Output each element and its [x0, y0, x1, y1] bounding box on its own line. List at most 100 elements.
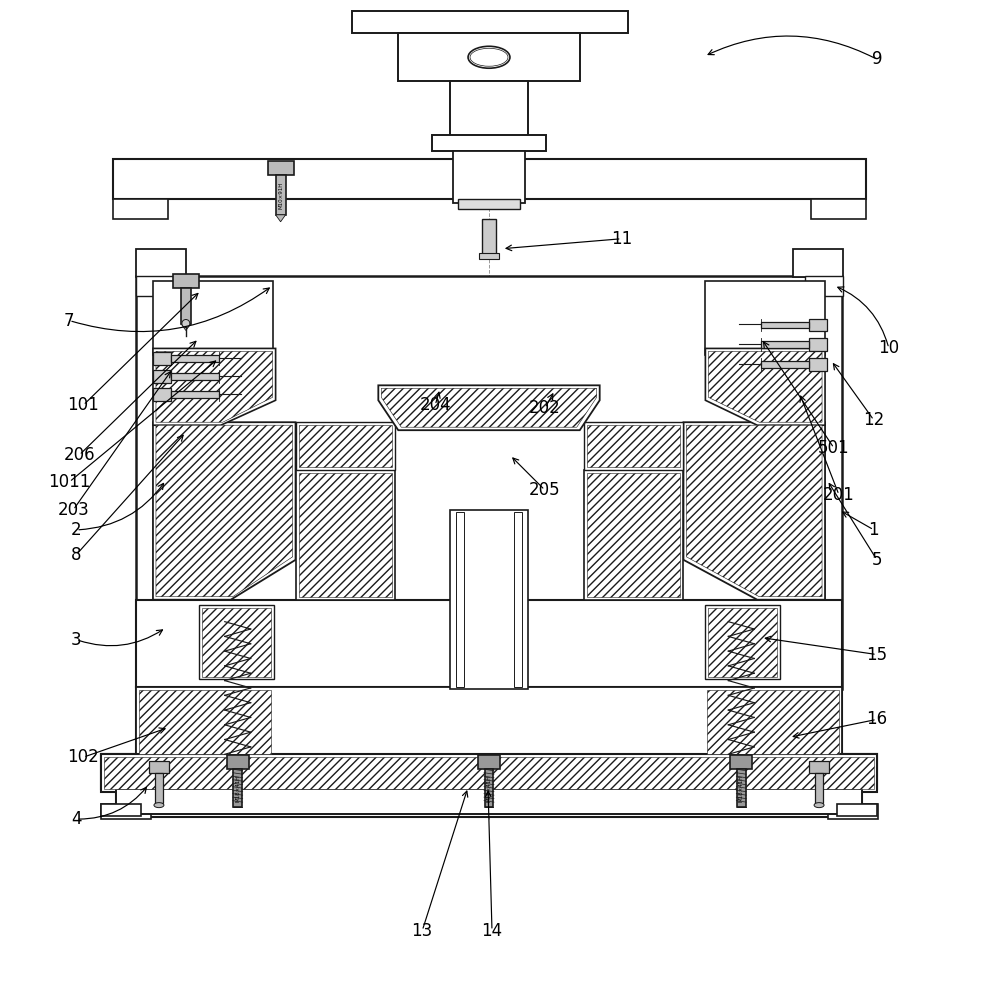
Text: 11: 11 — [611, 230, 632, 248]
Bar — [171, 391, 219, 398]
Ellipse shape — [814, 803, 824, 808]
Polygon shape — [687, 425, 822, 597]
Bar — [227, 755, 249, 769]
Bar — [450, 510, 528, 689]
Bar — [482, 219, 496, 255]
Polygon shape — [156, 425, 292, 597]
Bar — [113, 159, 866, 199]
Text: 9: 9 — [872, 50, 882, 68]
Bar — [181, 288, 191, 324]
Text: 14: 14 — [482, 922, 502, 940]
Text: M18×41H: M18×41H — [739, 774, 744, 802]
Bar — [116, 789, 862, 814]
Bar — [295, 470, 395, 600]
Bar — [199, 605, 274, 679]
Bar — [136, 600, 842, 687]
Text: 101: 101 — [68, 396, 99, 414]
Bar — [485, 769, 493, 807]
Text: 2: 2 — [71, 521, 81, 539]
Bar — [101, 754, 877, 792]
Polygon shape — [295, 422, 395, 470]
Bar — [171, 373, 219, 380]
Bar — [809, 358, 827, 371]
Bar — [136, 276, 174, 296]
Bar — [153, 388, 171, 401]
Bar — [155, 773, 163, 803]
Bar — [101, 804, 141, 816]
Polygon shape — [298, 425, 392, 467]
Text: 3: 3 — [71, 631, 81, 649]
Bar — [153, 281, 273, 355]
Text: 202: 202 — [529, 399, 561, 417]
Text: M10×91H: M10×91H — [278, 181, 284, 209]
Polygon shape — [708, 608, 777, 677]
Text: 13: 13 — [412, 922, 433, 940]
Bar — [458, 199, 520, 209]
Polygon shape — [587, 425, 681, 467]
Bar — [153, 352, 171, 365]
Polygon shape — [298, 473, 392, 597]
Text: 1011: 1011 — [48, 473, 90, 491]
Bar — [809, 338, 827, 351]
Bar — [761, 322, 809, 328]
Bar — [233, 769, 242, 807]
Bar — [136, 687, 842, 757]
Bar — [113, 199, 168, 219]
Text: 10: 10 — [878, 339, 900, 357]
Bar — [761, 341, 809, 348]
Text: 15: 15 — [866, 646, 888, 664]
Text: 16: 16 — [866, 710, 888, 728]
Bar — [514, 512, 522, 687]
Bar — [815, 773, 823, 803]
Polygon shape — [705, 348, 825, 425]
Bar — [828, 804, 878, 819]
Bar — [705, 281, 825, 355]
Bar — [761, 361, 809, 368]
Bar — [268, 161, 293, 175]
Text: M18×41H: M18×41H — [487, 774, 491, 802]
Bar — [450, 81, 528, 139]
Polygon shape — [276, 215, 285, 222]
Text: 4: 4 — [71, 810, 81, 828]
Bar — [136, 249, 185, 277]
Polygon shape — [684, 422, 825, 600]
Bar — [809, 319, 827, 331]
Bar — [101, 804, 151, 819]
Text: 204: 204 — [419, 396, 451, 414]
Bar — [705, 605, 780, 679]
Bar — [276, 175, 285, 215]
Bar — [453, 151, 525, 203]
Text: 201: 201 — [823, 486, 854, 504]
Text: 12: 12 — [863, 411, 885, 429]
Bar — [101, 754, 877, 789]
Bar — [136, 276, 842, 689]
Bar — [153, 370, 171, 383]
Bar — [352, 11, 628, 33]
Polygon shape — [587, 473, 681, 597]
Bar — [456, 512, 464, 687]
Ellipse shape — [181, 320, 190, 327]
Polygon shape — [707, 690, 839, 754]
Bar — [478, 755, 500, 769]
Bar — [116, 787, 862, 817]
Ellipse shape — [470, 48, 508, 66]
Bar — [149, 761, 169, 773]
Polygon shape — [181, 324, 191, 330]
Bar — [584, 470, 684, 600]
Bar — [479, 253, 499, 259]
Text: 8: 8 — [71, 546, 81, 564]
Bar — [398, 33, 580, 81]
Polygon shape — [708, 351, 822, 422]
Text: 203: 203 — [57, 501, 89, 519]
Text: M18×41H: M18×41H — [235, 774, 240, 802]
Bar — [811, 199, 866, 219]
Bar — [794, 249, 843, 277]
Bar — [433, 135, 545, 151]
Bar — [136, 687, 842, 757]
Polygon shape — [382, 388, 596, 427]
Polygon shape — [202, 608, 271, 677]
Text: 501: 501 — [818, 439, 850, 457]
Text: 7: 7 — [64, 312, 75, 330]
Ellipse shape — [154, 803, 164, 808]
Bar — [173, 274, 199, 288]
